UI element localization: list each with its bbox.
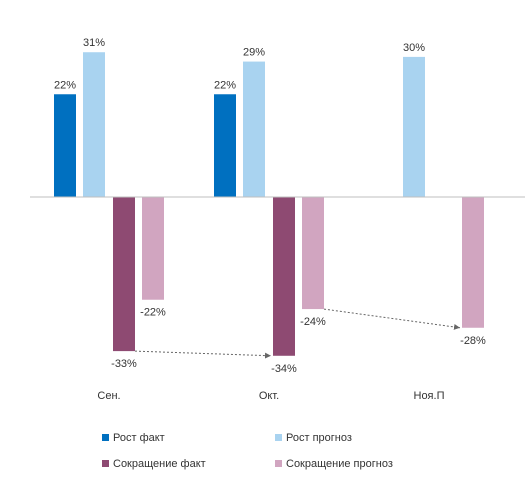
- data-label: -24%: [300, 316, 326, 328]
- category-label: Ноя.П: [414, 390, 445, 402]
- bar-2-1: [83, 52, 105, 198]
- data-label: 22%: [214, 79, 236, 91]
- legend-swatch: [102, 434, 109, 441]
- data-label: -33%: [111, 358, 137, 370]
- legend-item: Сокращение прогноз: [275, 458, 393, 470]
- bar-3-2: [273, 197, 295, 356]
- bar-2-2: [243, 61, 265, 197]
- bar-1-1: [54, 94, 76, 197]
- data-label: -22%: [140, 307, 166, 319]
- bar-3-1: [113, 197, 135, 352]
- bar-4-1: [142, 197, 164, 300]
- data-label: 31%: [83, 37, 105, 49]
- legend-item: Рост прогноз: [275, 432, 352, 444]
- bar-4-2: [302, 197, 324, 310]
- data-labels: 22% 22% 31% 29% 30% -33% -34% -22% -24% -28%: [54, 37, 486, 375]
- category-ticks: Сен. Окт. Ноя.П: [97, 390, 444, 402]
- bar-2-3: [403, 56, 425, 198]
- legend-item: Сокращение факт: [102, 458, 206, 470]
- legend: Рост факт Рост прогноз Сокращение факт Сокр…: [102, 432, 393, 470]
- legend-label: Рост факт: [113, 432, 165, 444]
- legend-swatch: [275, 434, 282, 441]
- trend-arrow: [134, 350, 272, 359]
- legend-label: Рост прогноз: [286, 432, 352, 444]
- data-label: 22%: [54, 79, 76, 91]
- bar-1-2: [214, 94, 236, 197]
- category-label: Окт.: [259, 390, 279, 402]
- data-label: -34%: [271, 363, 297, 375]
- bars-layer: [54, 52, 484, 356]
- legend-label: Сокращение прогноз: [286, 458, 393, 470]
- legend-item: Рост факт: [102, 432, 165, 444]
- bar-4-3: [462, 197, 484, 328]
- data-label: -28%: [460, 335, 486, 347]
- legend-swatch: [102, 460, 109, 467]
- legend-label: Сокращение факт: [113, 458, 206, 470]
- trend-arrows: [134, 308, 461, 359]
- category-label: Сен.: [97, 390, 120, 402]
- data-label: 30%: [403, 42, 425, 54]
- trend-arrow: [323, 308, 461, 330]
- legend-swatch: [275, 460, 282, 467]
- data-label: 29%: [243, 47, 265, 59]
